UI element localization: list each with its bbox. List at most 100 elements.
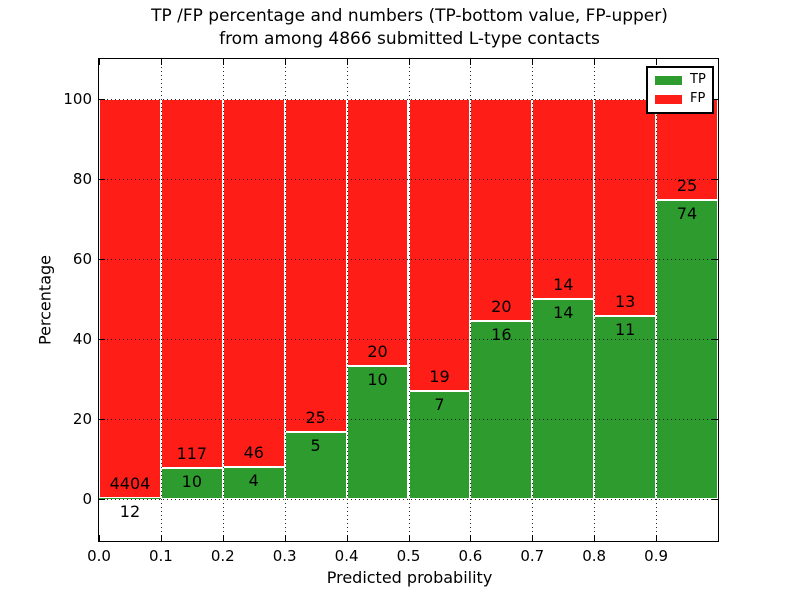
- bar-segment-fp: [284, 99, 347, 433]
- x-tick-mark: [222, 59, 224, 65]
- y-tick-label: 0: [82, 490, 92, 508]
- x-tick-mark: [99, 535, 100, 541]
- y-tick-mark: [712, 419, 718, 420]
- bar-label-fp: 25: [676, 176, 698, 195]
- x-tick-mark: [284, 59, 286, 65]
- x-tick-label: 0.4: [334, 547, 359, 565]
- x-tick-mark: [160, 535, 162, 541]
- legend-label-tp: TP: [690, 72, 706, 87]
- bar-label-fp: 20: [491, 297, 512, 317]
- legend-entry-fp: FP: [655, 92, 712, 106]
- x-axis-title: Predicted probability: [326, 568, 493, 587]
- x-tick-label: 0.3: [272, 547, 297, 565]
- x-tick-mark: [656, 59, 658, 65]
- x-tick-mark: [160, 59, 162, 65]
- y-tick-mark: [99, 419, 105, 420]
- bar-label-fp: 20: [367, 341, 388, 361]
- x-tick-mark: [284, 535, 286, 541]
- x-tick-mark: [222, 535, 224, 541]
- y-tick-label: 80: [72, 170, 92, 188]
- y-tick-mark: [99, 339, 105, 340]
- x-tick-mark: [656, 535, 658, 541]
- y-tick-mark: [99, 179, 105, 180]
- y-tick-label: 40: [72, 330, 92, 348]
- x-tick-mark: [532, 59, 534, 65]
- gridline-v: [470, 59, 472, 541]
- bar-segment-fp: [222, 99, 285, 467]
- x-tick-mark: [470, 535, 472, 541]
- bar-segment-tp: [284, 432, 347, 499]
- x-tick-mark: [346, 59, 348, 65]
- gridline-v: [532, 59, 534, 541]
- legend-swatch-fp-icon: [655, 94, 682, 104]
- x-tick-mark: [594, 535, 596, 541]
- bar-label-tp: 74: [676, 204, 698, 223]
- plot-area: 4404 12 117 10 46 4 25 5 20 10 19 7 20 16 14 14 13 11 25 74: [98, 58, 719, 542]
- legend-entry-tp: TP: [655, 73, 712, 87]
- bar-segment-fp: [160, 99, 223, 468]
- bar-label-tp: 10: [181, 471, 203, 491]
- legend: TP FP: [646, 66, 714, 114]
- gridline-v: [284, 59, 286, 541]
- bar-segment-tp: [470, 321, 533, 499]
- bar-segment-fp: [99, 99, 161, 498]
- bar-label-tp: 10: [367, 369, 388, 389]
- bar-segment-tp: [99, 497, 161, 499]
- chart-title-line1: TP /FP percentage and numbers (TP-bottom…: [151, 6, 668, 26]
- y-tick-mark: [99, 99, 105, 100]
- bar-segment-tp: [594, 315, 657, 499]
- x-tick-mark: [408, 535, 410, 541]
- x-tick-mark: [470, 59, 472, 65]
- gridline-v: [408, 59, 410, 541]
- y-tick-mark: [712, 179, 718, 180]
- y-tick-mark: [99, 259, 105, 260]
- bar-segment-tp: [656, 200, 718, 499]
- bar-label-fp: 19: [429, 367, 450, 387]
- bar-label-tp: 12: [119, 501, 141, 521]
- y-tick-mark: [712, 259, 718, 260]
- x-tick-mark: [99, 59, 100, 65]
- bar-segment-fp: [408, 99, 471, 392]
- x-tick-mark: [594, 59, 596, 65]
- bar-label-tp: 16: [491, 325, 512, 345]
- bar-label-tp: 4: [248, 471, 259, 490]
- bar-segment-fp: [470, 99, 533, 322]
- x-tick-label: 0.2: [210, 547, 235, 565]
- bar-label-fp: 4404: [109, 473, 151, 493]
- bar-label-tp: 14: [553, 303, 574, 322]
- bar-segment-tp: [532, 299, 595, 499]
- x-tick-mark: [346, 535, 348, 541]
- x-tick-label: 0.8: [582, 547, 607, 565]
- chart-title: TP /FP percentage and numbers (TP-bottom…: [99, 5, 720, 51]
- gridline-v: [594, 59, 596, 541]
- y-tick-label: 20: [72, 410, 92, 428]
- bar-label-tp: 5: [310, 436, 321, 456]
- y-tick-mark: [99, 499, 105, 500]
- gridline-v: [160, 59, 162, 541]
- x-tick-label: 0.5: [396, 547, 421, 565]
- y-tick-mark: [712, 99, 718, 100]
- chart-title-line2: from among 4866 submitted L-type contact…: [219, 29, 600, 49]
- x-tick-mark: [408, 59, 410, 65]
- x-tick-mark: [532, 535, 534, 541]
- gridline-v: [346, 59, 348, 541]
- legend-swatch-tp-icon: [655, 75, 682, 85]
- y-tick-mark: [712, 499, 718, 500]
- bar-segment-fp: [532, 99, 595, 299]
- legend-label-fp: FP: [690, 91, 706, 106]
- bar-segment-fp: [346, 99, 409, 366]
- x-tick-label: 0.0: [87, 547, 111, 565]
- x-tick-label: 0.7: [520, 547, 545, 565]
- bar-label-fp: 13: [614, 291, 636, 311]
- y-tick-label: 60: [72, 250, 92, 268]
- bar-label-fp: 46: [243, 443, 264, 462]
- gridline-v: [222, 59, 224, 541]
- y-tick-mark: [712, 339, 718, 340]
- bar-label-fp: 117: [176, 443, 208, 463]
- gridline-v: [656, 59, 658, 541]
- bar-label-fp: 25: [305, 408, 326, 428]
- x-tick-label: 0.9: [644, 547, 669, 565]
- bar-label-tp: 7: [434, 395, 445, 415]
- bar-segment-fp: [594, 99, 657, 316]
